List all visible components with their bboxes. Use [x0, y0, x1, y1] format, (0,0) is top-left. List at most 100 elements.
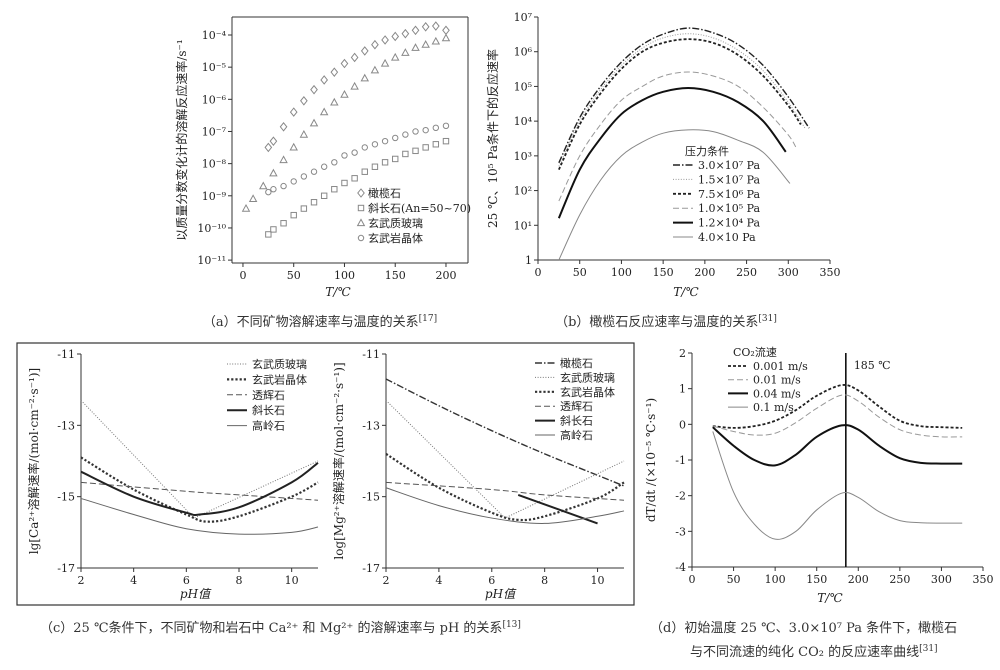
data-point	[371, 39, 379, 50]
x-tick-label: 4	[130, 574, 137, 587]
x-tick-label: 100	[334, 269, 355, 282]
legend-label: 1.2×10⁴ Pa	[698, 217, 761, 230]
legend-marker	[357, 204, 365, 212]
x-tick-label: 100	[611, 266, 632, 279]
reference-line-label: 185 ℃	[854, 359, 891, 372]
data-point	[300, 173, 308, 180]
data-point	[320, 192, 328, 199]
y-tick-label: 1	[679, 383, 686, 396]
data-point	[270, 186, 277, 193]
data-point	[279, 121, 288, 132]
legend-title: CO₂流速	[733, 345, 777, 359]
data-point	[422, 126, 429, 134]
caption-d-line1: （d）初始温度 25 ℃、3.0×10⁷ Pa 条件下，橄榄石	[650, 620, 957, 636]
chart-d: 0 50 100 150 200 250 300 350 -4 -3 -2 -1 0 1 2 T/℃ dT/dt…	[644, 345, 994, 605]
legend-label: 透辉石	[252, 389, 285, 402]
data-point	[360, 46, 369, 56]
series-line	[80, 461, 319, 517]
x-tick-label: 8	[236, 574, 243, 587]
y-axis-title: 以质量分数变化计的溶解反应速率/s⁻¹	[174, 39, 189, 240]
x-tick-label: 350	[820, 266, 841, 279]
y-tick-label: -15	[57, 491, 75, 504]
data-point	[265, 188, 272, 196]
data-point	[309, 118, 319, 127]
y-tick-label: -17	[362, 562, 380, 575]
y-tick-label: 10⁻⁴	[202, 29, 227, 42]
data-point	[412, 147, 419, 155]
y-tick-label: 10⁻¹⁰	[197, 222, 226, 235]
data-point	[269, 168, 278, 177]
x-axis-title: T/℃	[817, 591, 843, 605]
data-point	[290, 178, 297, 185]
legend-label: 斜长石	[252, 404, 285, 417]
data-point	[340, 89, 349, 98]
data-point	[380, 58, 390, 67]
data-point	[300, 95, 308, 106]
legend-label: 3.0×10⁷ Pa	[698, 159, 761, 172]
series-line	[80, 400, 319, 519]
x-tick-label: 250	[889, 573, 910, 586]
y-tick-label: 10⁵	[514, 80, 532, 93]
y-tick-label: 10⁷	[514, 11, 533, 24]
legend-label: 0.001 m/s	[753, 360, 808, 373]
data-point	[351, 175, 358, 182]
y-tick-label: 10⁻⁶	[202, 93, 227, 106]
data-point	[381, 137, 389, 145]
y-tick-label: -11	[57, 348, 75, 361]
data-point	[280, 220, 287, 227]
data-point	[341, 179, 348, 187]
data-point	[381, 159, 389, 166]
legend-label: 玄武质玻璃	[560, 370, 615, 384]
y-tick-label: 10²	[514, 185, 532, 198]
data-point	[392, 134, 399, 142]
y-tick-label: -17	[57, 562, 75, 575]
legend-label: 玄武岩晶体	[560, 385, 615, 399]
series-line	[80, 481, 319, 501]
legend-marker	[357, 234, 365, 242]
data-point	[350, 52, 359, 63]
data-point	[361, 168, 368, 175]
data-point	[411, 43, 420, 51]
x-tick-label: 200	[694, 266, 715, 279]
data-point	[351, 149, 358, 156]
y-tick-label: 10¹	[514, 219, 532, 232]
data-point	[422, 144, 429, 151]
data-point	[341, 152, 348, 159]
x-tick-label: 0	[689, 573, 696, 586]
x-tick-label: 150	[385, 269, 406, 282]
data-point	[442, 122, 450, 130]
x-tick-label: 50	[727, 573, 741, 586]
legend-label: 橄榄石	[368, 186, 401, 200]
legend-label: 橄榄石	[560, 356, 593, 370]
series-line	[558, 38, 802, 171]
y-tick-label: 10⁻⁹	[202, 190, 227, 203]
series-line	[558, 71, 798, 202]
data-point	[381, 35, 389, 45]
y-axis-title: lg[Ca²⁺溶解速率/(mol·cm⁻²·s⁻¹)]	[26, 368, 41, 554]
x-tick-label: 200	[435, 269, 456, 282]
data-point	[371, 141, 379, 148]
x-tick-label: 50	[573, 266, 587, 279]
series-line	[385, 487, 625, 524]
chart-c-left: 2 4 6 8 10 -17 -15 -13 -11 pH值 lg[Ca²⁺溶解速率/(mol·cm…	[26, 348, 319, 601]
y-tick-label: 10⁻⁵	[202, 61, 226, 74]
legend-label: 玄武质玻璃	[368, 216, 423, 230]
x-tick-label: 0	[535, 266, 542, 279]
series-line	[558, 129, 791, 261]
chart-c-right: 2 4 6 8 10 -17 -15 -13 -11 pH值 log[Mg²⁺溶解速率/(mol·c…	[331, 348, 625, 601]
data-point	[360, 73, 370, 82]
data-point	[391, 31, 400, 42]
data-point	[330, 67, 339, 77]
x-tick-label: 10	[591, 574, 605, 587]
data-point	[241, 203, 251, 212]
data-point	[290, 211, 297, 219]
y-tick-label: 10³	[514, 150, 532, 163]
data-point	[289, 107, 298, 117]
legend-label: 0.01 m/s	[753, 374, 801, 387]
legend-label: 玄武岩晶体	[368, 231, 423, 245]
data-point	[269, 136, 278, 146]
x-tick-label: 150	[806, 573, 827, 586]
